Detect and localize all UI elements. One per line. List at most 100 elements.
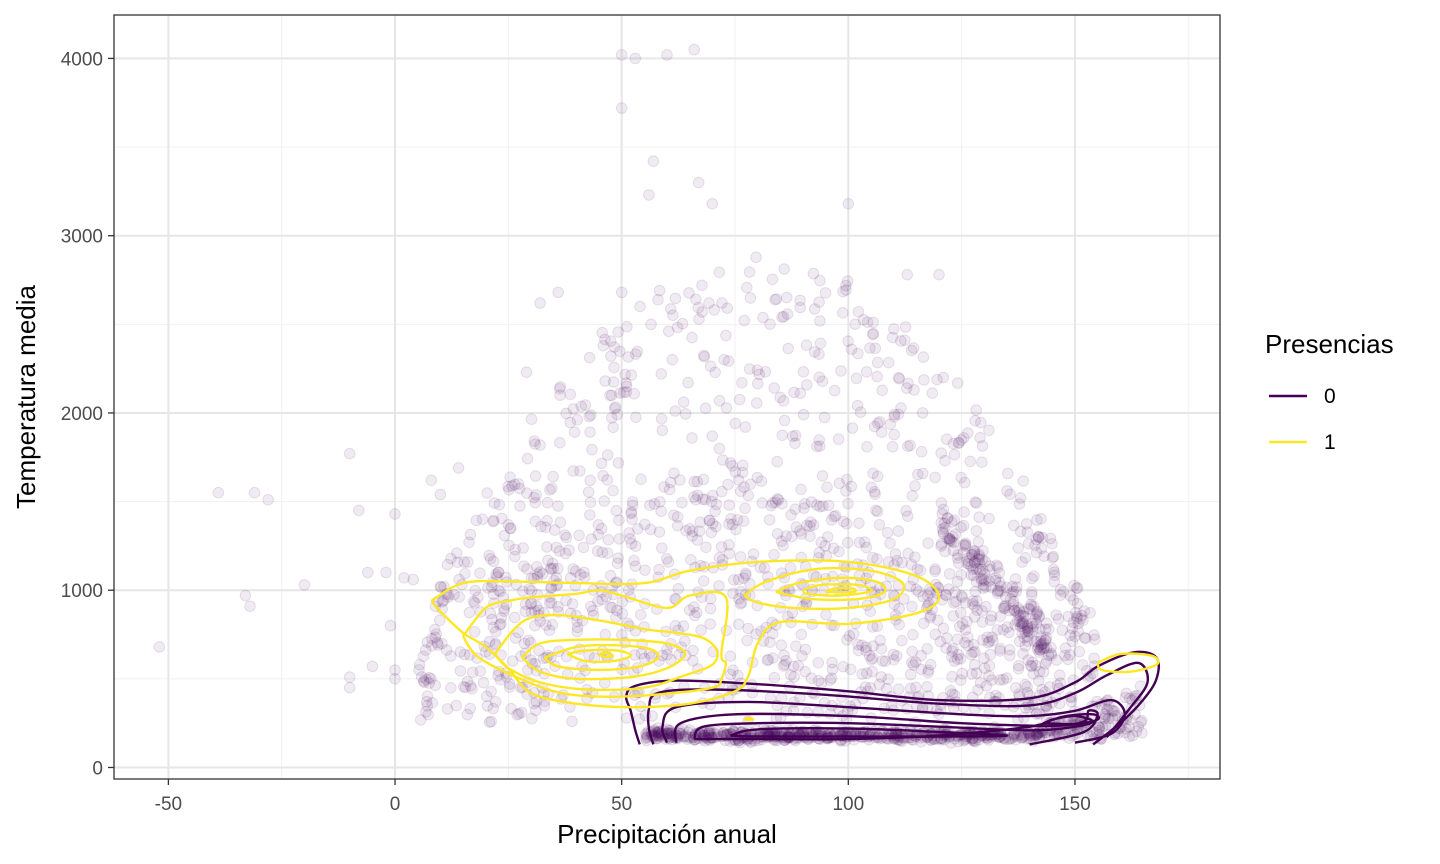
data-point	[929, 565, 941, 578]
data-point	[720, 402, 733, 414]
data-point	[488, 497, 501, 509]
data-point	[953, 620, 966, 633]
data-point	[1030, 546, 1043, 559]
data-point	[476, 513, 489, 526]
data-point	[724, 650, 737, 663]
data-point	[423, 677, 435, 689]
data-point	[893, 372, 906, 385]
data-point	[435, 581, 447, 593]
data-point	[861, 667, 873, 680]
data-point	[821, 481, 833, 494]
data-point	[426, 633, 438, 645]
data-point	[1040, 655, 1053, 667]
data-point	[525, 413, 538, 426]
data-point	[739, 421, 752, 433]
data-point	[940, 642, 952, 655]
data-point	[1038, 642, 1050, 654]
data-point	[492, 669, 504, 682]
data-point	[895, 402, 907, 414]
data-point	[881, 526, 894, 539]
data-point	[1008, 730, 1021, 743]
data-point	[955, 590, 968, 602]
data-point	[547, 470, 559, 483]
data-point	[1059, 649, 1071, 662]
data-point	[1025, 598, 1037, 611]
data-point	[1062, 653, 1074, 666]
data-point	[729, 466, 742, 478]
data-point	[420, 695, 433, 708]
data-point	[723, 499, 736, 511]
data-point	[602, 534, 615, 546]
data-point	[730, 523, 742, 536]
data-point	[298, 579, 311, 591]
data-point	[414, 714, 427, 726]
data-point	[766, 497, 779, 509]
data-point	[624, 533, 636, 545]
data-point	[585, 600, 597, 613]
data-point	[629, 540, 642, 553]
data-point	[1054, 583, 1067, 596]
data-point	[764, 318, 776, 331]
data-point	[1021, 622, 1034, 635]
data-point	[477, 676, 490, 689]
data-point	[505, 702, 517, 715]
data-point	[854, 406, 867, 419]
data-point	[843, 630, 856, 642]
data-point	[844, 663, 857, 676]
data-point	[654, 496, 666, 508]
data-point	[865, 654, 878, 666]
data-point	[343, 681, 356, 694]
data-point	[661, 49, 673, 61]
data-point	[502, 519, 515, 531]
data-point	[626, 496, 639, 508]
data-point	[705, 526, 718, 539]
data-point	[861, 441, 873, 453]
data-point	[1078, 632, 1091, 644]
data-point	[469, 584, 482, 597]
data-point	[837, 660, 849, 673]
data-point	[801, 706, 814, 719]
data-point	[608, 341, 621, 353]
data-point	[962, 631, 974, 644]
data-point	[615, 286, 628, 299]
data-point	[688, 43, 701, 56]
data-point	[1078, 605, 1091, 617]
data-point	[952, 649, 965, 661]
data-point	[1019, 625, 1031, 638]
data-point	[775, 639, 788, 651]
data-point	[1040, 617, 1053, 630]
data-point	[915, 649, 928, 662]
data-point	[735, 585, 747, 598]
data-point	[418, 676, 430, 689]
data-point	[1050, 654, 1063, 666]
data-point	[417, 650, 430, 663]
data-point	[709, 366, 722, 379]
data-point	[596, 593, 609, 606]
data-point	[776, 429, 789, 442]
data-point	[607, 376, 620, 388]
data-point	[503, 483, 515, 496]
data-point	[890, 650, 903, 662]
data-point	[873, 678, 886, 691]
data-point	[1000, 672, 1013, 684]
data-point	[212, 486, 225, 499]
data-point	[737, 515, 750, 527]
data-point	[625, 369, 638, 381]
data-point	[969, 646, 981, 658]
data-point	[871, 470, 884, 483]
data-point	[997, 624, 1010, 636]
data-point	[768, 548, 780, 561]
data-point	[1026, 572, 1038, 585]
data-point	[888, 411, 901, 423]
data-point	[1030, 659, 1042, 672]
data-point	[865, 481, 878, 494]
panel-background	[114, 15, 1220, 779]
data-point	[567, 403, 580, 415]
data-point	[887, 648, 900, 661]
data-point	[976, 456, 988, 469]
data-point	[924, 658, 937, 671]
data-point	[948, 655, 961, 667]
data-point	[629, 348, 642, 360]
